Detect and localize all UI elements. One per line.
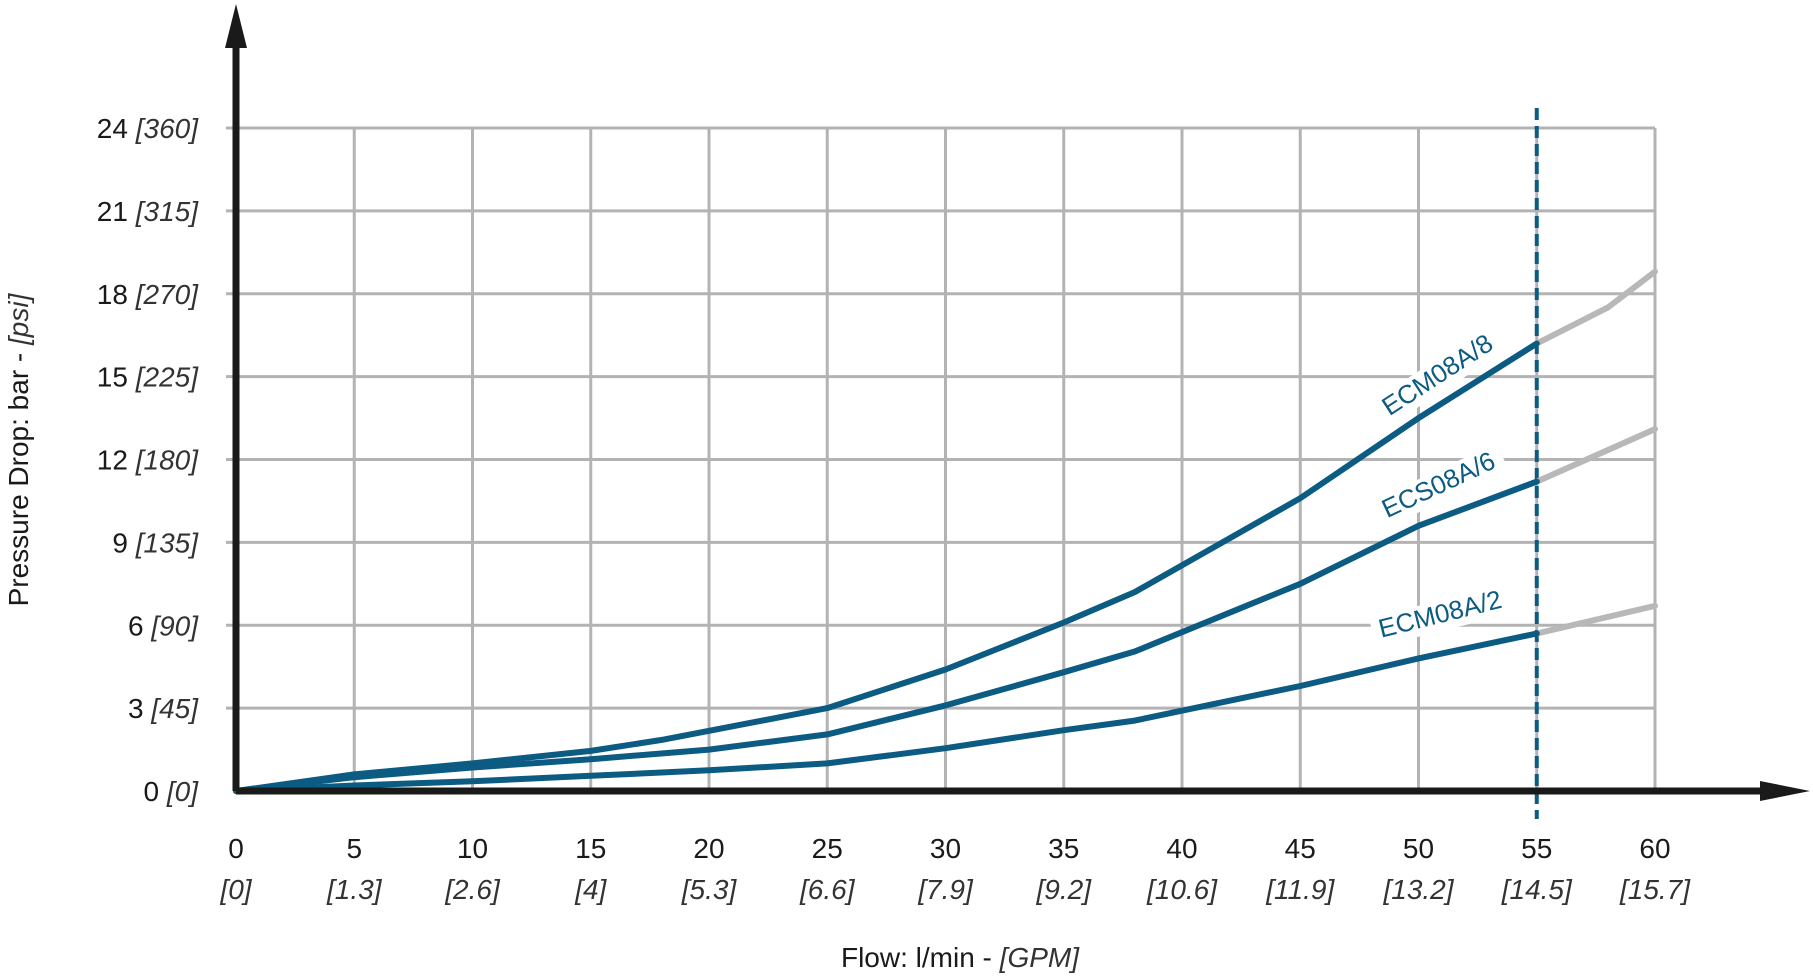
x-tick-alt-label: [14.5] [1501, 874, 1573, 905]
series-line-1 [233, 340, 1540, 794]
x-tick-alt-label: [13.2] [1382, 874, 1454, 905]
y-axis-title: Pressure Drop: bar - [psi] [3, 292, 34, 606]
axes [225, 4, 1810, 801]
series-line-3 [233, 630, 1540, 794]
x-tick-label: 30 [930, 833, 961, 864]
series-extension-1 [1533, 268, 1658, 347]
y-tick-label: 24 [360] [97, 113, 199, 144]
x-tick-label: 25 [812, 833, 843, 864]
x-tick-alt-label: [11.9] [1265, 874, 1335, 905]
y-tick-label: 6 [90] [128, 610, 199, 641]
x-tick-alt-label: [10.6] [1146, 874, 1218, 905]
series-extension-3 [1533, 602, 1658, 637]
y-tick-label: 9 [135] [112, 527, 199, 558]
series-label-3: ECM08A/2 [1368, 584, 1513, 648]
series-line-2 [233, 478, 1540, 794]
series-extension-2 [1533, 426, 1658, 485]
x-tick-label: 15 [575, 833, 606, 864]
x-tick-label: 10 [457, 833, 488, 864]
x-tick-alt-label: [0] [219, 874, 252, 905]
x-tick-alt-label: [5.3] [681, 874, 738, 905]
x-tick-label: 20 [693, 833, 724, 864]
x-axis-arrow [1760, 781, 1810, 801]
tick-labels: 0 [0] 5 [1.3] 10 [2.6] 15 [4] 20 [5.3] 25 [6.6] 30 [7… [97, 113, 1691, 905]
y-tick-label: 18 [270] [97, 279, 199, 310]
x-tick-label: 60 [1639, 833, 1670, 864]
x-tick-label: 55 [1521, 833, 1552, 864]
x-tick-alt-label: [15.7] [1619, 874, 1691, 905]
y-tick-label: 15 [225] [97, 362, 199, 393]
x-tick-label: 40 [1166, 833, 1197, 864]
x-tick-alt-label: [9.2] [1036, 874, 1093, 905]
y-tick-label: 0 [0] [144, 776, 200, 807]
grid [226, 126, 1657, 791]
x-tick-alt-label: [2.6] [444, 874, 501, 905]
x-tick-alt-label: [1.3] [326, 874, 383, 905]
x-tick-label: 45 [1285, 833, 1316, 864]
y-tick-label: 3 [45] [128, 693, 199, 724]
x-tick-alt-label: [6.6] [799, 874, 856, 905]
y-tick-label: 12 [180] [97, 445, 199, 476]
x-tick-label: 50 [1403, 833, 1434, 864]
x-tick-label: 0 [228, 833, 244, 864]
x-tick-alt-label: [4] [574, 874, 607, 905]
series-label-text: ECS08A/6 [1377, 445, 1500, 523]
y-tick-label: 21 [315] [97, 196, 199, 227]
series-label-text: ECM08A/2 [1375, 584, 1504, 644]
x-tick-alt-label: [7.9] [917, 874, 974, 905]
x-tick-label: 5 [346, 833, 362, 864]
x-tick-label: 35 [1048, 833, 1079, 864]
series-lines [233, 268, 1658, 794]
x-axis-title: Flow: l/min - [GPM] [841, 942, 1080, 973]
y-axis-arrow [225, 4, 247, 48]
